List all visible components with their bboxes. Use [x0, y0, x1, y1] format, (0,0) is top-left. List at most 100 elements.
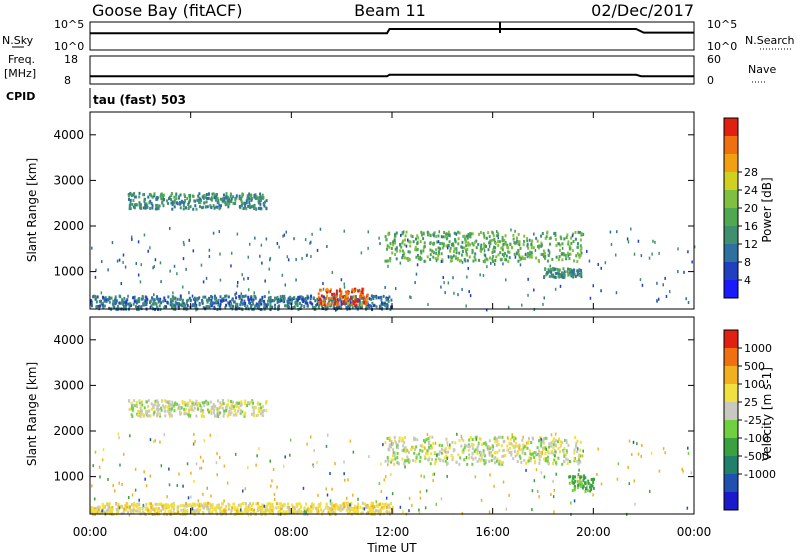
data-cell — [567, 240, 570, 244]
data-cell — [416, 263, 419, 267]
data-cell — [567, 242, 570, 246]
data-cell — [151, 203, 154, 207]
data-cell — [534, 461, 537, 465]
data-cell — [91, 484, 93, 488]
data-cell — [411, 235, 414, 239]
data-cell — [447, 243, 450, 247]
data-cell — [512, 237, 515, 241]
data-cell — [471, 447, 474, 451]
data-cell — [346, 302, 349, 306]
data-cell — [488, 235, 491, 239]
data-cell — [225, 192, 228, 196]
data-cell — [145, 300, 148, 304]
data-cell — [409, 295, 411, 299]
data-cell — [106, 503, 109, 507]
data-cell — [460, 245, 463, 249]
data-cell — [478, 442, 481, 446]
data-cell — [480, 249, 483, 253]
data-cell — [233, 300, 236, 304]
data-cell — [371, 504, 374, 508]
data-cell — [191, 294, 194, 298]
data-cell — [159, 440, 161, 444]
data-cell — [572, 239, 575, 243]
data-cell — [470, 442, 473, 446]
data-cell — [552, 479, 554, 483]
data-cell — [564, 453, 567, 457]
data-cell — [683, 270, 685, 274]
data-cell — [471, 462, 474, 466]
data-cell — [111, 506, 114, 510]
data-cell — [333, 506, 336, 510]
data-cell — [105, 300, 108, 304]
data-cell — [128, 304, 131, 308]
data-cell — [286, 505, 289, 509]
data-cell — [387, 299, 390, 303]
data-cell — [131, 493, 134, 497]
data-cell — [429, 234, 432, 238]
data-cell — [350, 502, 353, 506]
data-cell — [187, 401, 190, 405]
data-cell — [399, 242, 402, 246]
data-cell — [122, 300, 125, 304]
data-cell — [190, 495, 192, 499]
data-cell — [162, 196, 165, 200]
data-cell — [169, 403, 172, 407]
data-cell — [544, 436, 547, 440]
data-cell — [566, 251, 569, 255]
data-cell — [500, 246, 503, 250]
data-cell — [540, 439, 543, 443]
data-cell — [205, 196, 208, 200]
data-cell — [546, 271, 549, 275]
data-cell — [445, 462, 448, 466]
data-cell — [144, 206, 147, 210]
data-cell — [398, 439, 401, 443]
data-cell — [345, 305, 348, 309]
data-cell — [221, 400, 224, 404]
data-cell — [266, 508, 269, 512]
data-cell — [138, 203, 141, 207]
data-cell — [131, 414, 134, 418]
data-cell — [559, 443, 562, 447]
data-cell — [118, 301, 121, 305]
data-cell — [171, 400, 174, 404]
data-cell — [428, 440, 431, 444]
data-cell — [247, 295, 250, 299]
data-cell — [501, 454, 504, 458]
data-cell — [432, 251, 435, 255]
data-cell — [168, 412, 171, 416]
data-cell — [269, 258, 271, 262]
data-cell — [628, 439, 631, 443]
data-cell — [396, 451, 399, 455]
data-cell — [431, 446, 434, 450]
data-cell — [535, 468, 538, 472]
data-cell — [410, 447, 413, 451]
data-cell — [407, 250, 410, 254]
data-cell — [338, 294, 341, 298]
data-cell — [230, 197, 233, 201]
data-cell — [533, 451, 536, 455]
data-cell — [154, 402, 157, 406]
data-cell — [241, 294, 244, 298]
data-cell — [237, 503, 240, 507]
data-cell — [158, 304, 161, 308]
data-cell — [576, 450, 579, 454]
data-cell — [390, 472, 392, 476]
data-cell — [176, 510, 179, 514]
data-cell — [494, 241, 497, 245]
data-cell — [590, 478, 593, 482]
data-cell — [198, 192, 201, 196]
data-cell — [561, 441, 564, 445]
data-cell — [604, 261, 607, 265]
data-cell — [518, 253, 521, 257]
data-cell — [335, 294, 338, 298]
data-cell — [160, 406, 163, 410]
data-cell — [249, 400, 252, 404]
data-cell — [133, 404, 136, 408]
data-cell — [236, 305, 239, 309]
data-cell — [259, 202, 262, 206]
data-cell — [319, 503, 322, 507]
data-cell — [182, 302, 185, 306]
data-cell — [342, 295, 345, 299]
data-cell — [563, 270, 566, 274]
data-cell — [542, 252, 545, 256]
